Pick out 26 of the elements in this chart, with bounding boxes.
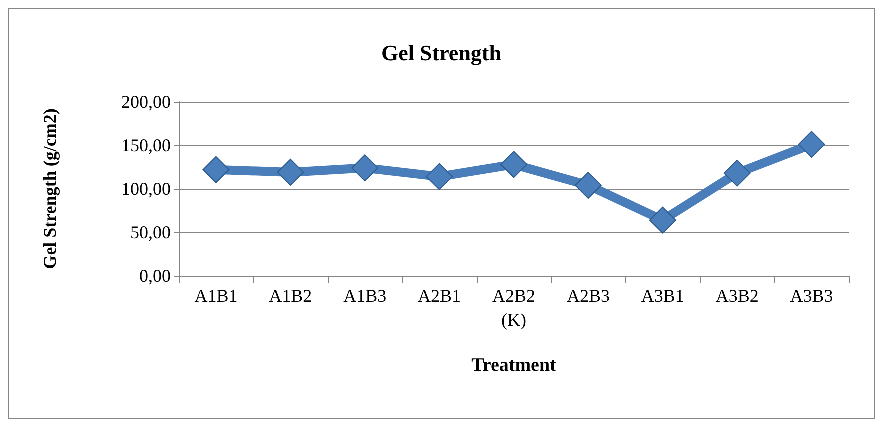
x-tick-label: A3B1 [641, 286, 684, 306]
x-tick-label: A1B1 [194, 286, 238, 306]
point [352, 154, 379, 182]
y-tick-label: 50,00 [130, 222, 171, 242]
x-tick-label: A1B2 [269, 286, 312, 306]
point [574, 172, 602, 200]
point [277, 158, 304, 186]
x-tick-label: A2B1 [418, 286, 462, 306]
point [798, 131, 826, 158]
x-tick-label: A2B3 [566, 286, 610, 306]
point [426, 163, 454, 190]
x-tick-label: A3B2 [716, 286, 759, 306]
y-tick-label: 200,00 [122, 92, 171, 112]
x-tick-label: A1B3 [344, 286, 387, 306]
x-tick-label: A2B2 (K) [492, 286, 536, 330]
y-axis-title: Gel Strength (g/cm2) [40, 108, 60, 270]
y-tick-label: 0,00 [140, 266, 171, 286]
point [724, 160, 751, 187]
point [202, 156, 230, 184]
chart-title: Gel Strength [382, 40, 502, 66]
point [649, 206, 676, 234]
y-tick-label: 150,00 [122, 136, 171, 156]
point [500, 151, 528, 178]
y-tick-label: 100,00 [122, 179, 171, 199]
x-tick-label: A3B3 [790, 286, 834, 306]
x-axis-title: Treatment [472, 355, 558, 376]
